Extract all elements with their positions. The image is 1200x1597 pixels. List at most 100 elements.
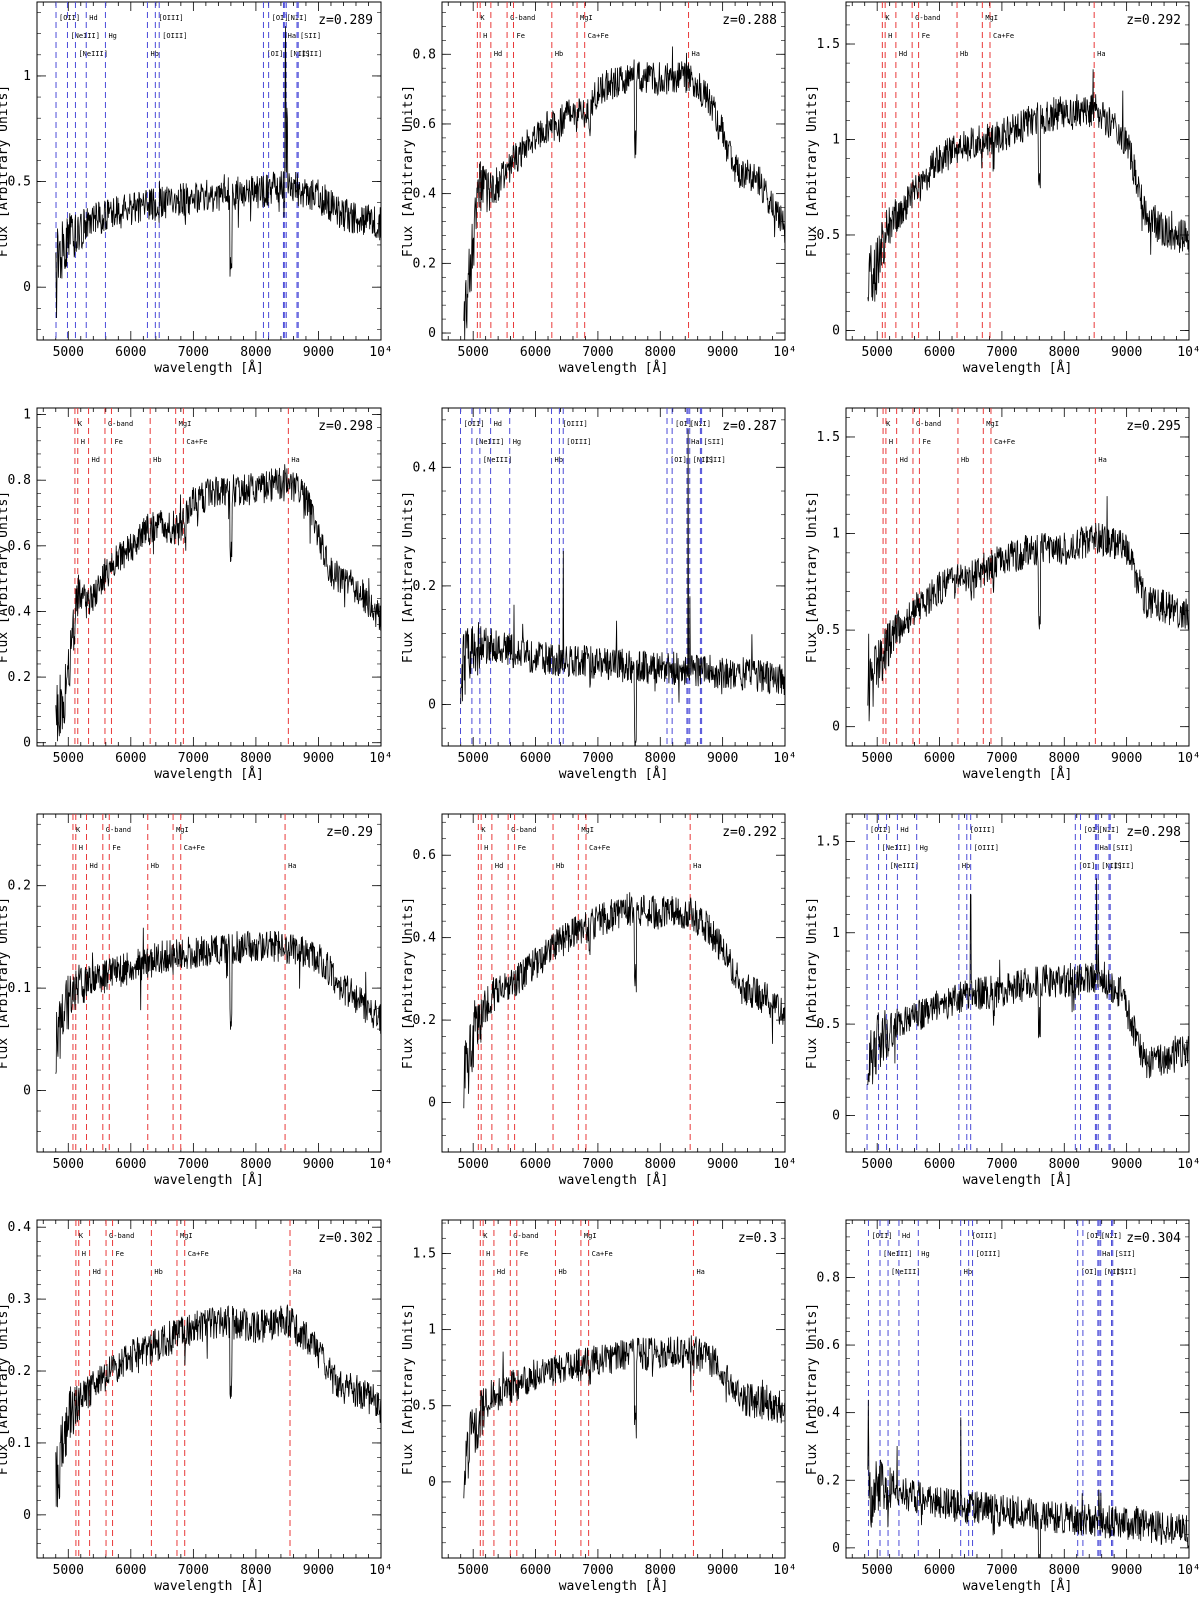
spectrum-trace [867, 496, 1190, 722]
x-tick-label: 8000 [1049, 1157, 1080, 1172]
line-label: Fe [922, 438, 930, 446]
line-label: Hb [153, 456, 161, 464]
x-tick-label: 9000 [303, 345, 334, 360]
x-tick-label: 5000 [458, 751, 489, 766]
emission-line-markers: [OII] [NeIII] [NeIII] Hd Hg Hb [OIII] [OIII] [OI… [55, 2, 322, 340]
y-tick-label: 1 [23, 69, 31, 84]
x-tick-label: 6000 [115, 345, 146, 360]
line-label: Hd [495, 862, 503, 870]
spectrum-panel-3: 5000 6000 7000 8000 9000 10⁴ 0 0.5 1 1.5 wavelengt… [805, 1, 1200, 376]
x-tick-label: 10⁴ [773, 345, 796, 360]
line-label: [NeIII] [475, 438, 505, 446]
y-axis-title: Flux [Arbitrary Units] [805, 85, 820, 257]
x-tick-label: 10⁴ [369, 1157, 392, 1172]
y-tick-label: 0.4 [413, 931, 437, 946]
y-tick-label: 1 [832, 926, 840, 941]
line-label: [OII] [871, 1232, 892, 1240]
line-label: [OIII] [976, 1250, 1001, 1258]
spectrum-panel-7: 5000 6000 7000 8000 9000 10⁴ 0 0.1 0.2 wavelength… [0, 813, 393, 1188]
line-label: MgI [584, 1232, 597, 1240]
line-label: Ca+Fe [186, 438, 207, 446]
y-tick-label: 0.5 [413, 1399, 436, 1414]
x-tick-label: 7000 [986, 751, 1017, 766]
line-label: MgI [176, 826, 189, 834]
plot-frame [441, 813, 786, 1153]
line-label: [SII] [705, 456, 726, 464]
x-tick-label: 6000 [115, 1563, 146, 1578]
line-label: Ca+Fe [588, 32, 609, 40]
x-tick-label: 6000 [520, 345, 551, 360]
line-label: Hd [92, 456, 100, 464]
line-label: Ha [291, 456, 299, 464]
line-label: K [885, 14, 890, 22]
y-tick-label: 0 [832, 323, 840, 338]
line-label: [NeIII] [890, 862, 920, 870]
y-tick-label: 1 [832, 132, 840, 147]
absorption-line-markers: K H Hd G-band Fe Hb MgI Ca+Fe Ha [477, 814, 702, 1152]
line-label: Hd [902, 1232, 910, 1240]
line-label: [NeIII] [882, 844, 912, 852]
y-axis-title: Flux [Arbitrary Units] [401, 491, 416, 663]
x-axis-title: wavelength [Å] [154, 360, 264, 376]
y-axis-title: Flux [Arbitrary Units] [401, 897, 416, 1069]
y-tick-label: 0.4 [413, 187, 437, 202]
y-tick-label: 1 [832, 527, 840, 542]
line-label: Hd [90, 862, 98, 870]
x-tick-label: 7000 [986, 1157, 1017, 1172]
line-label: [OIII] [162, 32, 187, 40]
line-label: [OII] [870, 826, 891, 834]
y-tick-label: 0.6 [413, 117, 436, 132]
line-label: H [888, 32, 892, 40]
line-label: Fe [517, 32, 525, 40]
line-label: G-band [106, 826, 131, 834]
x-tick-label: 9000 [1111, 345, 1142, 360]
line-label: Hg [108, 32, 116, 40]
line-label: G-band [511, 826, 536, 834]
x-tick-label: 10⁴ [1177, 1563, 1200, 1578]
spectrum-trace [55, 26, 381, 319]
absorption-line-markers: K H Hd G-band Fe Hb MgI Ca+Fe Ha [75, 1220, 301, 1558]
x-tick-label: 6000 [924, 345, 955, 360]
line-label: H [484, 844, 488, 852]
line-label: G-band [916, 420, 941, 428]
x-tick-label: 5000 [53, 345, 84, 360]
line-label: Ha [1098, 456, 1106, 464]
y-tick-label: 0.2 [413, 256, 436, 271]
x-tick-label: 10⁴ [773, 1157, 796, 1172]
line-label: Ha [1100, 844, 1108, 852]
x-tick-label: 6000 [924, 1563, 955, 1578]
absorption-line-markers: K H Hd G-band Fe Hb MgI Ca+Fe Ha [72, 814, 297, 1152]
y-axis-title: Flux [Arbitrary Units] [0, 85, 11, 257]
x-axis-title: wavelength [Å] [963, 1578, 1073, 1594]
line-label: Ca+Fe [184, 844, 205, 852]
y-tick-label: 0.3 [8, 1292, 31, 1307]
x-axis-title: wavelength [Å] [154, 1578, 264, 1594]
x-tick-label: 7000 [178, 1157, 209, 1172]
redshift-label: z=0.292 [1126, 13, 1181, 28]
x-tick-label: 9000 [707, 751, 738, 766]
line-label: MgI [986, 420, 999, 428]
y-tick-label: 0.1 [8, 1436, 31, 1451]
y-axis-title: Flux [Arbitrary Units] [805, 1303, 820, 1475]
y-axis-title: Flux [Arbitrary Units] [0, 1303, 11, 1475]
line-label: K [79, 1232, 84, 1240]
x-tick-label: 7000 [178, 1563, 209, 1578]
y-tick-label: 0.6 [817, 1338, 840, 1353]
line-label: Ha [1102, 1250, 1110, 1258]
y-tick-label: 0.8 [8, 473, 31, 488]
line-label: [OIII] [158, 14, 183, 22]
x-axis-title: wavelength [Å] [559, 1578, 669, 1594]
x-tick-label: 8000 [240, 751, 271, 766]
y-tick-label: 0.8 [817, 1270, 840, 1285]
plot-frame [441, 1219, 786, 1559]
line-label: MgI [180, 1232, 193, 1240]
y-tick-label: 0.4 [817, 1406, 841, 1421]
x-tick-label: 5000 [862, 751, 893, 766]
line-label: Ha [288, 32, 296, 40]
x-tick-label: 6000 [520, 751, 551, 766]
line-label: [SII] [301, 50, 322, 58]
line-label: MgI [580, 14, 593, 22]
x-tick-label: 5000 [458, 1157, 489, 1172]
line-label: H [82, 1250, 86, 1258]
line-label: [OI] [1081, 1268, 1098, 1276]
